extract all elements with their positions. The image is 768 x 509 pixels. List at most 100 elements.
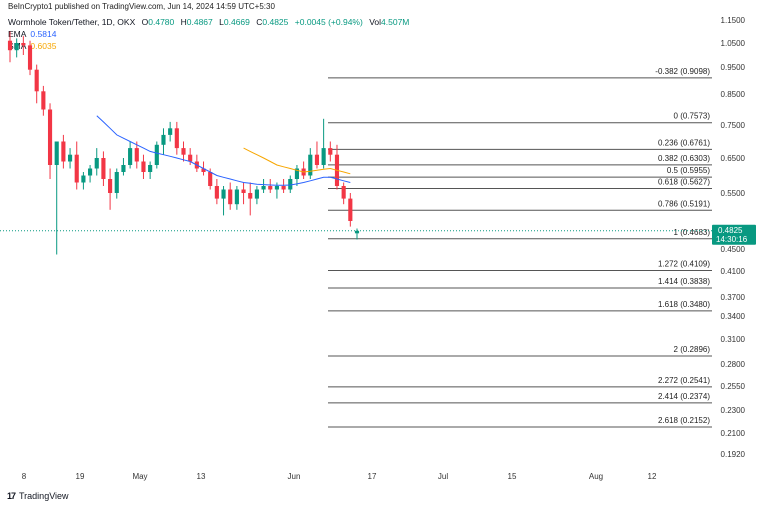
candle-body: [294, 168, 300, 179]
fib-level-label: 1.272 (0.4109): [658, 260, 710, 269]
legend-symbol-row: Wormhole Token/Tether, 1D, OKX O0.4780 H…: [8, 16, 409, 28]
y-tick-label: 0.5500: [721, 189, 746, 198]
candle-body: [168, 128, 173, 135]
fib-level-label: 2.414 (0.2374): [658, 392, 710, 401]
candle-body: [241, 189, 246, 193]
candle-body: [228, 189, 233, 205]
candle-body: [7, 40, 13, 51]
candle-body: [188, 154, 193, 162]
y-tick-label: 0.8500: [721, 90, 746, 99]
candle-body: [274, 186, 279, 190]
candle-body: [328, 148, 333, 155]
fib-level-label: 0 (0.7573): [674, 112, 711, 121]
candle-body: [21, 43, 26, 46]
y-tick-label: 0.3100: [721, 335, 746, 344]
candle-body: [201, 168, 206, 172]
y-tick-label: 0.2800: [721, 360, 746, 369]
high-label: H: [180, 17, 187, 27]
candle-body: [348, 198, 353, 221]
fib-level-label: 0.382 (0.6303): [658, 154, 710, 163]
close-value: 0.4825: [262, 17, 289, 27]
y-tick-label: 0.4500: [721, 245, 746, 254]
fib-level-label: 1.618 (0.3480): [658, 300, 710, 309]
close-label: C: [256, 17, 263, 27]
candle-body: [81, 175, 86, 183]
candle-body: [221, 189, 226, 199]
fib-level-label: 2 (0.2896): [674, 345, 711, 354]
candle-body: [214, 186, 219, 199]
candle-body: [14, 43, 19, 51]
tradingview-brand: 17 TradingView: [7, 491, 69, 501]
candle-body: [174, 128, 179, 149]
legend-symbol: Wormhole Token/Tether, 1D, OKX: [8, 17, 136, 27]
x-tick-label: 12: [648, 472, 657, 481]
candle-body: [254, 189, 259, 199]
candle-body: [54, 141, 59, 165]
candle-body: [148, 165, 153, 172]
y-tick-label: 0.2550: [721, 382, 746, 391]
fib-level-label: 1.414 (0.3838): [658, 277, 710, 286]
x-tick-label: 19: [76, 472, 85, 481]
volume-label: Vol: [369, 17, 382, 27]
ema-line: [96, 115, 351, 186]
legend-ema-row: EMA 0.5814: [8, 28, 409, 40]
candle-body: [288, 179, 293, 190]
candle-body: [128, 148, 133, 165]
candle-body: [281, 186, 286, 190]
ema-value: 0.5814: [30, 29, 57, 39]
x-tick-label: May: [132, 472, 147, 481]
candle-body: [161, 134, 166, 145]
candle-body: [341, 186, 346, 199]
open-label: O: [141, 17, 149, 27]
publisher-line: BeInCrypto1 published on TradingView.com…: [8, 2, 275, 11]
candle-body: [181, 148, 186, 155]
fib-level-label: 0.5 (0.5955): [667, 166, 710, 175]
volume-value: 4.507M: [381, 17, 410, 27]
fib-level-label: 0.236 (0.6761): [658, 138, 710, 147]
fib-level-label: 0.786 (0.5191): [658, 199, 710, 208]
candle-body: [67, 154, 73, 162]
candle-body: [248, 193, 253, 199]
candle-body: [27, 45, 33, 70]
fib-level-label: 2.272 (0.2541): [658, 376, 710, 385]
x-tick-label: Aug: [589, 472, 603, 481]
x-tick-label: 8: [22, 472, 27, 481]
y-tick-label: 0.6500: [721, 154, 746, 163]
y-tick-label: 0.9500: [721, 63, 746, 72]
candle-body: [234, 189, 239, 205]
candle-body: [94, 158, 99, 169]
candle-body: [108, 179, 113, 193]
low-value: 0.4669: [223, 17, 250, 27]
tradingview-logo-icon: 17: [7, 491, 16, 501]
x-tick-label: Jul: [438, 472, 448, 481]
open-value: 0.4780: [148, 17, 175, 27]
x-tick-label: 17: [368, 472, 377, 481]
last-price-label: 0.4825: [718, 226, 743, 235]
candle-body: [308, 154, 313, 176]
candle-body: [34, 69, 39, 92]
y-tick-label: 1.1500: [721, 16, 746, 25]
high-value: 0.4867: [186, 17, 213, 27]
x-tick-label: 13: [197, 472, 206, 481]
last-price-badge: [712, 224, 756, 245]
candle-body: [354, 230, 360, 234]
candle-body: [141, 161, 146, 172]
y-tick-label: 0.2300: [721, 406, 746, 415]
y-tick-label: 0.1920: [721, 450, 746, 459]
candle-body: [321, 148, 326, 165]
fib-level-label: 1 (0.4683): [674, 228, 711, 237]
candle-body: [47, 109, 53, 165]
y-tick-label: 0.3400: [721, 312, 746, 321]
candle-body: [134, 148, 139, 162]
sma-value: 0.6035: [30, 41, 57, 51]
y-tick-label: 0.3700: [721, 293, 746, 302]
candle-body: [41, 91, 46, 110]
y-tick-label: 0.7500: [721, 121, 746, 130]
candle-body: [208, 172, 213, 186]
fib-level-label: -0.382 (0.9098): [655, 67, 710, 76]
candle-body: [261, 186, 266, 190]
candle-body: [74, 154, 79, 183]
candle-body: [101, 158, 106, 179]
fib-level-label: 2.618 (0.2152): [658, 416, 710, 425]
